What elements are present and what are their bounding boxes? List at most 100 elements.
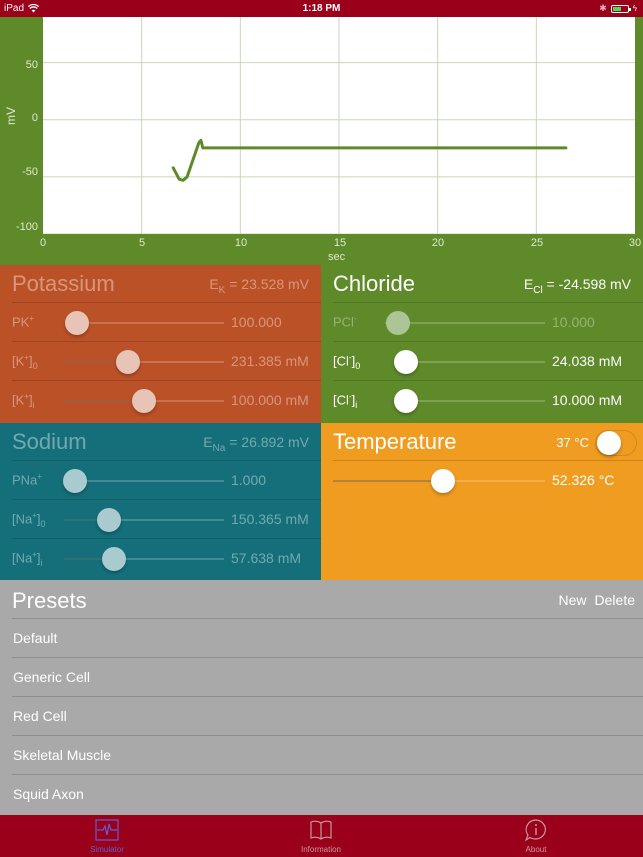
charging-icon: ϟ xyxy=(632,4,637,13)
tab-simulator[interactable]: Simulator xyxy=(57,815,157,857)
row-label: [Na+]i xyxy=(12,550,43,568)
panel-title: Sodium xyxy=(12,429,87,454)
y-tick: -100 xyxy=(15,221,38,233)
row-value: 10.000 mM xyxy=(552,392,623,408)
x-tick: 25 xyxy=(530,237,544,249)
tab-about[interactable]: About xyxy=(486,815,586,857)
toggle-label: 37 °C xyxy=(556,435,589,450)
panel-title: Chloride xyxy=(333,271,415,296)
inside-concentration-row: [K+]i 100.000 mM xyxy=(12,381,321,420)
permeability-row: PCl- 10.000 xyxy=(333,303,643,342)
x-axis-label: sec xyxy=(328,251,346,263)
device-name: iPad xyxy=(4,3,25,14)
outside-concentration-row: [Cl-]0 24.038 mM xyxy=(333,342,643,381)
y-tick: -50 xyxy=(22,166,38,178)
row-value: 10.000 xyxy=(552,314,595,330)
temperature-slider[interactable] xyxy=(333,469,545,493)
potassium-panel: Potassium EK = 23.528 mV PK+ 100.000 [K+… xyxy=(0,265,321,423)
preset-item-skeletal-muscle[interactable]: Skeletal Muscle xyxy=(12,736,643,775)
x-tick: 5 xyxy=(138,237,146,249)
row-value: 24.038 mM xyxy=(552,353,623,369)
row-label: [Cl-]0 xyxy=(333,353,361,371)
slider-thumb[interactable] xyxy=(393,389,418,413)
temperature-panel: Temperature 37 °C 52.326 °C xyxy=(321,423,643,580)
presets-panel: Presets New Delete Default Generic Cell … xyxy=(0,580,643,815)
preset-item-squid-axon[interactable]: Squid Axon xyxy=(13,786,84,802)
na-inside-slider[interactable] xyxy=(64,547,224,571)
slider-thumb[interactable] xyxy=(393,350,418,374)
tab-bar: Simulator Information About xyxy=(0,815,643,857)
row-value: 231.385 mM xyxy=(231,353,309,369)
x-tick: 10 xyxy=(234,237,248,249)
x-tick: 15 xyxy=(333,237,347,249)
pcl-slider[interactable] xyxy=(385,311,545,335)
waveform-icon xyxy=(95,819,119,841)
equilibrium-potential: ECl = -24.598 mV xyxy=(523,276,631,296)
plot-canvas xyxy=(43,17,635,235)
slider-thumb[interactable] xyxy=(431,469,456,493)
k-outside-slider[interactable] xyxy=(64,350,224,374)
pk-slider[interactable] xyxy=(64,311,224,335)
row-label: PNa+ xyxy=(12,472,42,488)
outside-concentration-row: [Na+]0 150.365 mM xyxy=(12,500,321,539)
panel-title: Temperature xyxy=(333,429,457,454)
row-label: PCl- xyxy=(333,314,357,330)
permeability-row: PK+ 100.000 xyxy=(12,303,321,342)
row-value: 100.000 mM xyxy=(231,392,309,408)
equilibrium-potential: EK = 23.528 mV xyxy=(209,276,309,296)
clock: 1:18 PM xyxy=(302,3,341,14)
y-tick: 0 xyxy=(31,112,38,124)
status-bar: iPad 1:18 PM ✱ ϟ xyxy=(0,0,643,17)
row-value: 150.365 mM xyxy=(231,511,309,527)
row-value: 57.638 mM xyxy=(231,550,302,566)
x-tick: 0 xyxy=(39,237,47,249)
inside-concentration-row: [Na+]i 57.638 mM xyxy=(12,539,321,578)
slider-thumb[interactable] xyxy=(116,350,140,374)
delete-preset-button[interactable]: Delete xyxy=(594,592,635,608)
row-label: [Cl-]i xyxy=(333,392,358,410)
na-outside-slider[interactable] xyxy=(64,508,224,532)
equilibrium-potential: ENa = 26.892 mV xyxy=(203,434,309,454)
row-value: 1.000 xyxy=(231,472,267,488)
sodium-panel: Sodium ENa = 26.892 mV PNa+ 1.000 [Na+]0… xyxy=(0,423,321,580)
slider-thumb[interactable] xyxy=(385,311,410,335)
slider-thumb[interactable] xyxy=(64,311,89,335)
tab-information[interactable]: Information xyxy=(271,815,371,857)
inside-concentration-row: [Cl-]i 10.000 mM xyxy=(333,381,643,420)
presets-title: Presets xyxy=(12,588,87,613)
row-label: PK+ xyxy=(12,314,35,330)
k-inside-slider[interactable] xyxy=(64,389,224,413)
wifi-icon xyxy=(28,4,40,13)
slider-thumb[interactable] xyxy=(101,547,126,571)
row-value: 52.326 °C xyxy=(552,472,615,488)
slider-thumb[interactable] xyxy=(96,508,121,532)
row-label: [K+]i xyxy=(12,392,35,410)
row-label: [K+]0 xyxy=(12,353,38,371)
preset-item-default[interactable]: Default xyxy=(12,619,643,658)
battery-icon xyxy=(610,4,631,13)
row-value: 100.000 xyxy=(231,314,282,330)
x-tick: 30 xyxy=(628,237,642,249)
permeability-row: PNa+ 1.000 xyxy=(12,461,321,500)
outside-concentration-row: [K+]0 231.385 mM xyxy=(12,342,321,381)
voltage-chart: mV 50 0 -50 -100 0 5 10 15 20 25 30 sec xyxy=(0,17,643,265)
info-bubble-icon xyxy=(524,819,546,841)
cl-inside-slider[interactable] xyxy=(385,389,545,413)
chloride-panel: Chloride ECl = -24.598 mV PCl- 10.000 [C… xyxy=(321,265,643,423)
pna-slider[interactable] xyxy=(63,469,224,493)
plot-area xyxy=(43,17,635,235)
book-icon xyxy=(310,820,332,840)
x-tick: 20 xyxy=(431,237,445,249)
temperature-row: 52.326 °C xyxy=(333,461,643,500)
slider-thumb[interactable] xyxy=(63,469,88,493)
body-temperature-toggle[interactable] xyxy=(595,430,637,456)
row-label: [Na+]0 xyxy=(12,511,46,529)
new-preset-button[interactable]: New xyxy=(558,592,587,608)
bluetooth-icon: ✱ xyxy=(599,3,607,13)
cl-outside-slider[interactable] xyxy=(385,350,545,374)
panel-title: Potassium xyxy=(12,271,115,296)
preset-item-generic-cell[interactable]: Generic Cell xyxy=(12,658,643,697)
y-tick: 50 xyxy=(25,59,38,71)
slider-thumb[interactable] xyxy=(132,389,156,413)
preset-item-red-cell[interactable]: Red Cell xyxy=(12,697,643,736)
